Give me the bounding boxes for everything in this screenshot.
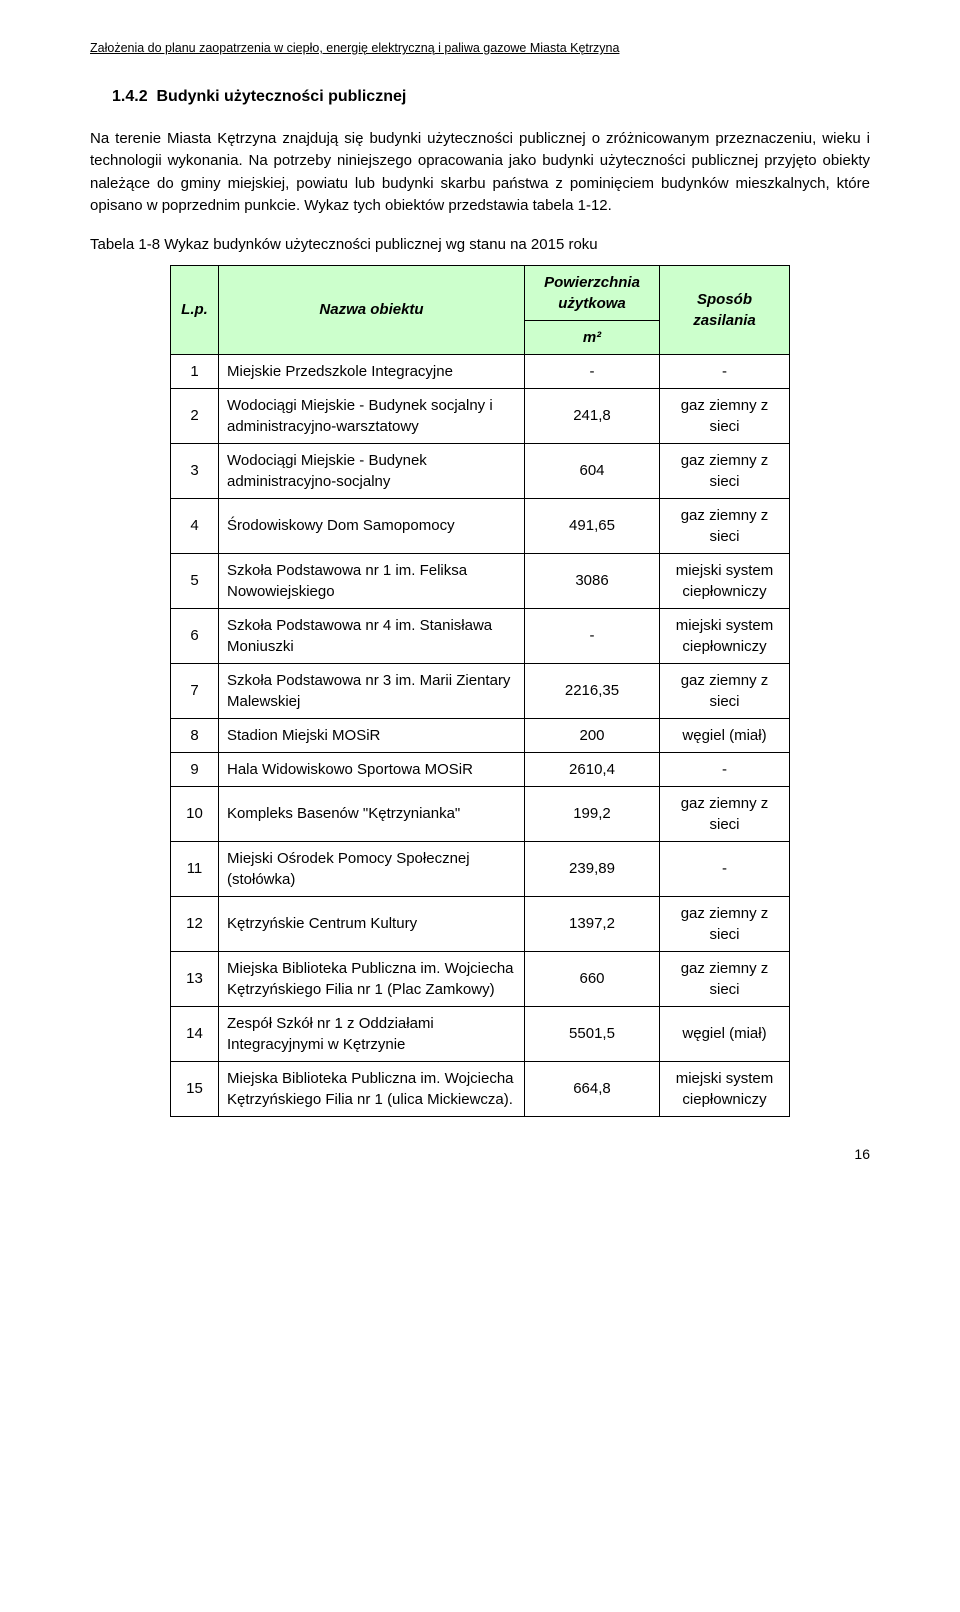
cell-name: Szkoła Podstawowa nr 4 im. Stanisława Mo… <box>219 608 525 663</box>
cell-supply: węgiel (miał) <box>660 1006 790 1061</box>
cell-lp: 9 <box>171 752 219 786</box>
cell-area: - <box>525 608 660 663</box>
table-row: 5Szkoła Podstawowa nr 1 im. Feliksa Nowo… <box>171 553 790 608</box>
section-heading: 1.4.2 Budynki użyteczności publicznej <box>112 86 870 108</box>
table-header-row: L.p. Nazwa obiektu Powierzchnia użytkowa… <box>171 265 790 320</box>
section-title-text: Budynki użyteczności publicznej <box>156 88 406 105</box>
cell-supply: miejski system ciepłowniczy <box>660 608 790 663</box>
document-header: Założenia do planu zaopatrzenia w ciepło… <box>90 40 870 58</box>
cell-supply: - <box>660 354 790 388</box>
cell-name: Kętrzyńskie Centrum Kultury <box>219 896 525 951</box>
cell-area: 664,8 <box>525 1061 660 1116</box>
cell-lp: 7 <box>171 663 219 718</box>
cell-area: 2216,35 <box>525 663 660 718</box>
table-row: 3Wodociągi Miejskie - Budynek administra… <box>171 443 790 498</box>
cell-area: 199,2 <box>525 786 660 841</box>
table-row: 2Wodociągi Miejskie - Budynek socjalny i… <box>171 388 790 443</box>
cell-area: 2610,4 <box>525 752 660 786</box>
cell-lp: 4 <box>171 498 219 553</box>
cell-supply: - <box>660 752 790 786</box>
body-paragraph: Na terenie Miasta Kętrzyna znajdują się … <box>90 128 870 218</box>
cell-area: 239,89 <box>525 841 660 896</box>
cell-name: Zespół Szkół nr 1 z Oddziałami Integracy… <box>219 1006 525 1061</box>
cell-lp: 6 <box>171 608 219 663</box>
cell-area: - <box>525 354 660 388</box>
cell-lp: 2 <box>171 388 219 443</box>
cell-supply: węgiel (miał) <box>660 718 790 752</box>
cell-name: Wodociągi Miejskie - Budynek socjalny i … <box>219 388 525 443</box>
cell-supply: gaz ziemny z sieci <box>660 443 790 498</box>
cell-lp: 5 <box>171 553 219 608</box>
cell-area: 604 <box>525 443 660 498</box>
table-row: 15Miejska Biblioteka Publiczna im. Wojci… <box>171 1061 790 1116</box>
cell-supply: gaz ziemny z sieci <box>660 896 790 951</box>
cell-lp: 13 <box>171 951 219 1006</box>
cell-lp: 14 <box>171 1006 219 1061</box>
cell-supply: gaz ziemny z sieci <box>660 951 790 1006</box>
cell-supply: gaz ziemny z sieci <box>660 498 790 553</box>
table-row: 6Szkoła Podstawowa nr 4 im. Stanisława M… <box>171 608 790 663</box>
cell-supply: gaz ziemny z sieci <box>660 388 790 443</box>
cell-area: 200 <box>525 718 660 752</box>
table-body: 1Miejskie Przedszkole Integracyjne--2Wod… <box>171 354 790 1116</box>
cell-name: Szkoła Podstawowa nr 3 im. Marii Zientar… <box>219 663 525 718</box>
col-unit: m² <box>525 320 660 354</box>
cell-name: Środowiskowy Dom Samopomocy <box>219 498 525 553</box>
section-number: 1.4.2 <box>112 88 148 105</box>
cell-lp: 1 <box>171 354 219 388</box>
table-row: 9Hala Widowiskowo Sportowa MOSiR2610,4- <box>171 752 790 786</box>
table-row: 10Kompleks Basenów "Kętrzynianka"199,2ga… <box>171 786 790 841</box>
table-row: 14Zespół Szkół nr 1 z Oddziałami Integra… <box>171 1006 790 1061</box>
cell-area: 1397,2 <box>525 896 660 951</box>
cell-area: 241,8 <box>525 388 660 443</box>
cell-area: 5501,5 <box>525 1006 660 1061</box>
table-row: 1Miejskie Przedszkole Integracyjne-- <box>171 354 790 388</box>
cell-area: 491,65 <box>525 498 660 553</box>
cell-name: Miejska Biblioteka Publiczna im. Wojciec… <box>219 1061 525 1116</box>
table-row: 11Miejski Ośrodek Pomocy Społecznej (sto… <box>171 841 790 896</box>
cell-name: Wodociągi Miejskie - Budynek administrac… <box>219 443 525 498</box>
col-supply: Sposób zasilania <box>660 265 790 354</box>
cell-supply: gaz ziemny z sieci <box>660 663 790 718</box>
table-row: 8Stadion Miejski MOSiR200węgiel (miał) <box>171 718 790 752</box>
col-lp: L.p. <box>171 265 219 354</box>
table-row: 7Szkoła Podstawowa nr 3 im. Marii Zienta… <box>171 663 790 718</box>
cell-supply: miejski system ciepłowniczy <box>660 1061 790 1116</box>
cell-lp: 10 <box>171 786 219 841</box>
cell-name: Stadion Miejski MOSiR <box>219 718 525 752</box>
cell-supply: - <box>660 841 790 896</box>
table-row: 4Środowiskowy Dom Samopomocy491,65gaz zi… <box>171 498 790 553</box>
cell-lp: 11 <box>171 841 219 896</box>
cell-name: Miejski Ośrodek Pomocy Społecznej (stołó… <box>219 841 525 896</box>
cell-supply: miejski system ciepłowniczy <box>660 553 790 608</box>
page-number: 16 <box>90 1145 870 1165</box>
table-caption: Tabela 1-8 Wykaz budynków użyteczności p… <box>90 234 870 255</box>
cell-name: Hala Widowiskowo Sportowa MOSiR <box>219 752 525 786</box>
table-row: 12Kętrzyńskie Centrum Kultury1397,2gaz z… <box>171 896 790 951</box>
cell-name: Miejska Biblioteka Publiczna im. Wojciec… <box>219 951 525 1006</box>
cell-lp: 15 <box>171 1061 219 1116</box>
cell-area: 660 <box>525 951 660 1006</box>
cell-name: Miejskie Przedszkole Integracyjne <box>219 354 525 388</box>
cell-name: Kompleks Basenów "Kętrzynianka" <box>219 786 525 841</box>
table-row: 13Miejska Biblioteka Publiczna im. Wojci… <box>171 951 790 1006</box>
cell-supply: gaz ziemny z sieci <box>660 786 790 841</box>
buildings-table: L.p. Nazwa obiektu Powierzchnia użytkowa… <box>170 265 790 1117</box>
col-name: Nazwa obiektu <box>219 265 525 354</box>
cell-lp: 8 <box>171 718 219 752</box>
cell-area: 3086 <box>525 553 660 608</box>
cell-lp: 12 <box>171 896 219 951</box>
col-area: Powierzchnia użytkowa <box>525 265 660 320</box>
cell-lp: 3 <box>171 443 219 498</box>
cell-name: Szkoła Podstawowa nr 1 im. Feliksa Nowow… <box>219 553 525 608</box>
